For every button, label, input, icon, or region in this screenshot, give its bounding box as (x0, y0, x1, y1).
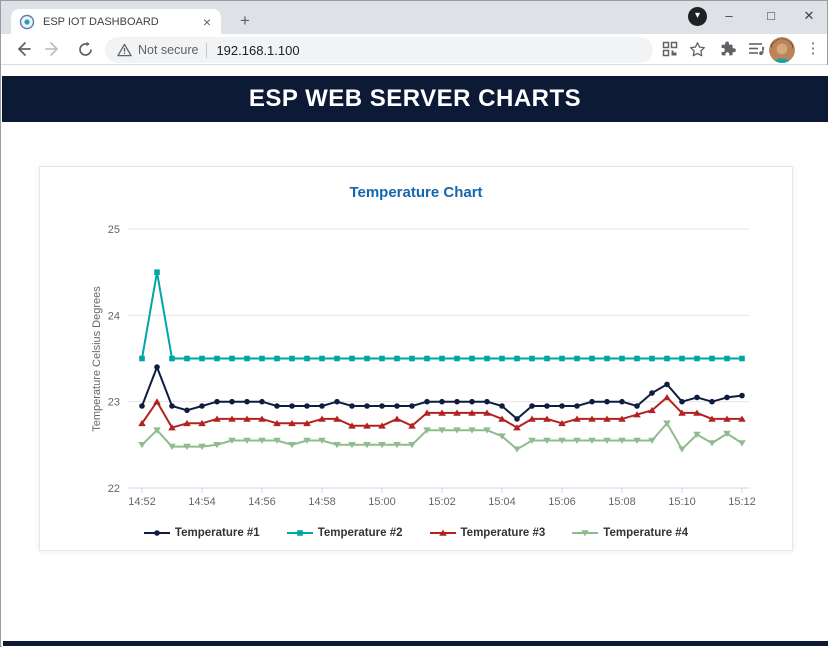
x-tick-label: 15:00 (368, 496, 396, 508)
legend-item-temperature-3[interactable]: Temperature #3 (429, 527, 546, 539)
legend-label: Temperature #2 (317, 527, 403, 539)
not-secure-warning-icon (117, 43, 132, 57)
legend-item-temperature-1[interactable]: Temperature #1 (143, 527, 260, 539)
y-axis-title: Temperature Celsius Degrees (91, 286, 103, 432)
bookmark-star-icon[interactable] (685, 37, 709, 61)
forward-button[interactable] (41, 37, 65, 61)
legend-marker-icon (429, 529, 456, 536)
x-tick-label: 15:10 (668, 496, 696, 508)
browser-update-indicator-icon[interactable]: ▾ (688, 7, 707, 26)
qr-grid-icon[interactable] (658, 37, 682, 61)
x-tick-label: 15:02 (428, 496, 456, 508)
x-tick-label: 15:12 (728, 496, 756, 508)
window-close-button[interactable]: ✕ (803, 8, 815, 23)
minimize-button[interactable]: – (725, 8, 733, 23)
back-button[interactable] (11, 37, 35, 61)
page-header: ESP WEB SERVER CHARTS (2, 76, 828, 122)
address-bar[interactable]: Not secure 192.168.1.100 (105, 37, 653, 63)
legend-item-temperature-2[interactable]: Temperature #2 (286, 527, 403, 539)
x-tick-label: 14:52 (128, 496, 156, 508)
series-2[interactable] (139, 269, 745, 362)
series-3[interactable] (138, 394, 746, 431)
media-controls-icon[interactable] (744, 37, 768, 61)
url-text: 192.168.1.100 (216, 42, 300, 58)
browser-menu-icon[interactable]: ⋮ (805, 40, 821, 57)
profile-avatar[interactable] (769, 37, 795, 63)
y-tick-label: 22 (108, 483, 120, 495)
temperature-chart[interactable]: 22 23 24 25 14:52 14:54 14:56 14:58 15:00 15:02 15… (40, 167, 792, 550)
address-divider (206, 42, 208, 58)
page-footer (3, 641, 828, 646)
x-tick-label: 15:04 (488, 496, 516, 508)
browser-tab[interactable]: ESP IOT DASHBOARD × (11, 9, 221, 34)
x-tick-label: 14:56 (248, 496, 276, 508)
chart-title: Temperature Chart (349, 184, 483, 201)
series-4[interactable] (138, 420, 746, 453)
y-tick-label: 23 (108, 397, 120, 409)
x-tick-label: 14:54 (188, 496, 216, 508)
legend-marker-icon (572, 530, 599, 537)
security-label: Not secure (138, 43, 199, 57)
extensions-puzzle-icon[interactable] (716, 37, 740, 61)
reload-button[interactable] (73, 37, 97, 61)
legend-item-temperature-4[interactable]: Temperature #4 (572, 527, 688, 539)
browser-toolbar: Not secure 192.168.1.100 (1, 34, 827, 65)
favicon-icon (19, 14, 35, 29)
maximize-button[interactable]: □ (767, 8, 775, 23)
new-tab-button[interactable]: + (240, 11, 250, 30)
legend-marker-icon (286, 530, 313, 536)
page-content: ESP WEB SERVER CHARTS Temperature Chart … (2, 65, 828, 647)
chart-card: Temperature Chart 22 23 24 25 14:52 14:54 14:5… (39, 166, 793, 551)
legend-label: Temperature #3 (460, 527, 546, 539)
y-tick-label: 24 (108, 310, 120, 322)
browser-titlebar: ESP IOT DASHBOARD × + ▾ – □ ✕ (1, 1, 827, 34)
x-tick-label: 14:58 (308, 496, 336, 508)
x-tick-label: 15:06 (548, 496, 576, 508)
legend-label: Temperature #4 (603, 527, 689, 539)
x-tick-label: 15:08 (608, 496, 636, 508)
legend-label: Temperature #1 (174, 527, 260, 539)
tab-close-icon[interactable]: × (202, 13, 211, 30)
tab-title: ESP IOT DASHBOARD (43, 15, 159, 28)
chart-legend: Temperature #1 Temperature #2 Temperature … (40, 527, 792, 539)
page-title: ESP WEB SERVER CHARTS (248, 85, 582, 112)
legend-marker-icon (143, 530, 170, 536)
y-tick-label: 25 (108, 224, 120, 236)
series-1[interactable] (139, 364, 745, 422)
